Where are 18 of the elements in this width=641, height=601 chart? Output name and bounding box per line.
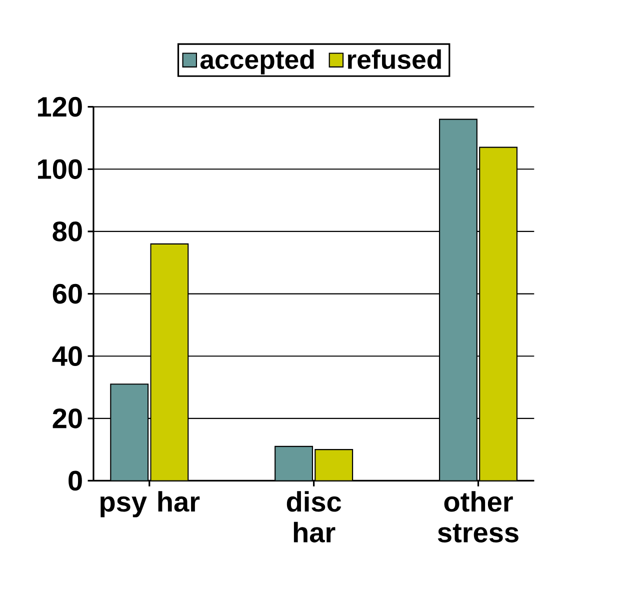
y-tick-label: 20 xyxy=(52,408,82,428)
bar xyxy=(110,384,149,481)
bar xyxy=(314,449,354,481)
bar xyxy=(479,146,518,481)
x-tick-label: disc har xyxy=(286,491,342,542)
x-tick-label: other stress xyxy=(438,491,518,542)
legend-label: accepted xyxy=(200,49,314,74)
y-tick-label: 100 xyxy=(38,159,82,180)
y-tick-label: 120 xyxy=(38,96,82,117)
bar xyxy=(274,446,314,481)
legend-label: refused xyxy=(348,49,441,70)
y-tick-label: 40 xyxy=(52,346,82,366)
y-tick-label: 80 xyxy=(52,222,82,242)
y-tick-label: 0 xyxy=(68,470,82,491)
bar xyxy=(150,243,189,481)
x-tick-label: psy har xyxy=(100,491,200,518)
y-tick-label: 60 xyxy=(52,284,82,304)
bar xyxy=(438,118,478,481)
